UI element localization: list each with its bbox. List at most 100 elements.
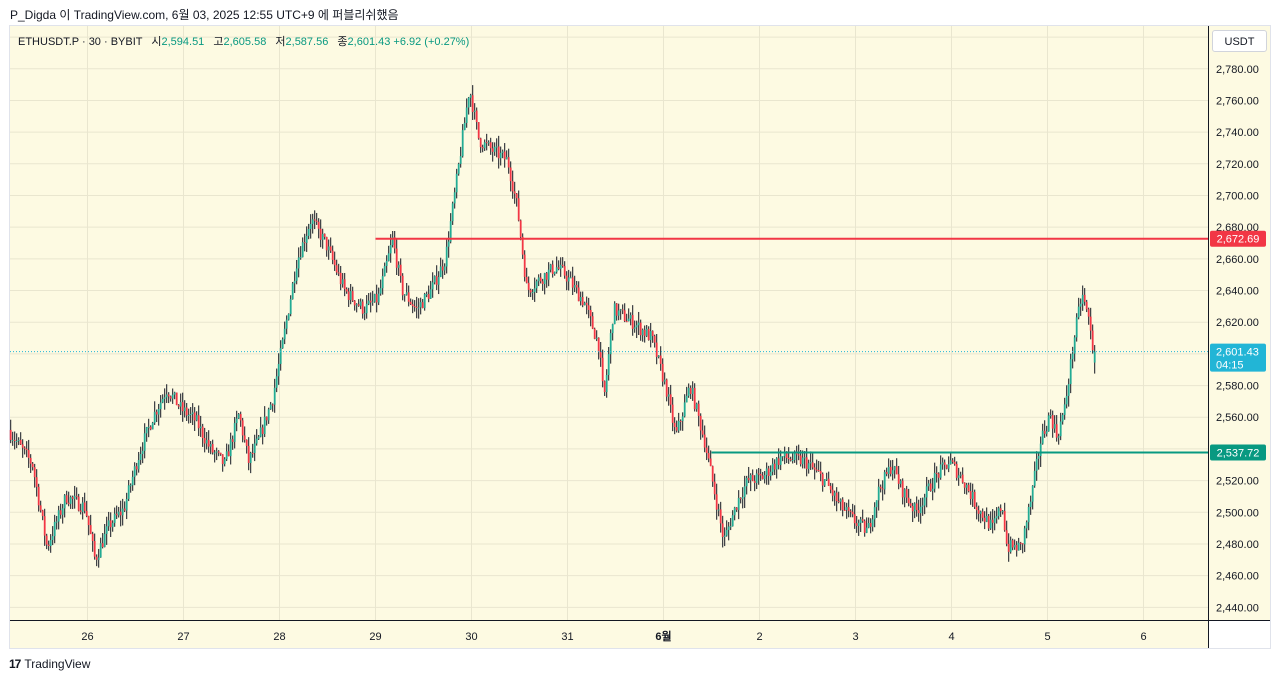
candle-body: [745, 477, 748, 487]
time-tick-label: 30: [465, 631, 477, 643]
candle-body: [603, 381, 606, 393]
candle-body: [497, 146, 500, 159]
candle-body: [455, 173, 458, 193]
candle-body: [361, 301, 364, 314]
candle-body: [1001, 510, 1004, 512]
candle-body: [557, 267, 560, 269]
candle-body: [449, 221, 452, 242]
candle-body: [1069, 359, 1072, 385]
candle-body: [663, 379, 666, 382]
candle-body: [831, 489, 834, 496]
candle-body: [789, 459, 792, 461]
candle-body: [221, 454, 224, 465]
candle-body: [667, 394, 670, 397]
price-tick-label: 2,560.00: [1216, 412, 1259, 424]
open-label: 시: [151, 36, 162, 48]
candle-body: [451, 203, 454, 222]
candle-body: [609, 333, 612, 355]
candle-body: [719, 509, 722, 524]
candle-body: [733, 507, 736, 516]
tradingview-logo[interactable]: 17 TradingView: [9, 657, 90, 671]
candle-body: [631, 315, 634, 329]
candle-body: [1065, 395, 1068, 405]
candle-body: [783, 451, 786, 457]
candle-body: [1071, 353, 1074, 360]
candle-body: [143, 433, 146, 451]
candle-body: [187, 414, 190, 416]
candle-body: [317, 221, 320, 229]
candle-body: [43, 516, 46, 536]
candle-body: [1009, 540, 1012, 552]
candle-body: [1003, 510, 1006, 531]
candle-body: [207, 439, 210, 447]
candle-body: [863, 520, 866, 533]
candle-body: [83, 502, 86, 511]
candle-body: [389, 245, 392, 254]
candle-body: [341, 279, 344, 285]
candle-body: [637, 322, 640, 326]
currency-button[interactable]: USDT: [1212, 30, 1267, 52]
candle-body: [805, 457, 808, 469]
candle-body: [513, 191, 516, 194]
price-axis[interactable]: [1209, 26, 1270, 620]
candle-body: [983, 517, 986, 522]
candle-body: [213, 452, 216, 454]
candle-body: [415, 306, 418, 308]
candle-body: [159, 402, 162, 410]
candle-body: [945, 464, 948, 469]
candle-body: [665, 379, 668, 397]
candle-body: [315, 220, 318, 222]
candle-body: [519, 220, 522, 237]
candle-body: [245, 439, 248, 446]
candle-body: [535, 281, 538, 289]
price-tick-label: 2,640.00: [1216, 286, 1259, 298]
candle-body: [581, 297, 584, 306]
candle-body: [799, 455, 802, 465]
candle-body: [349, 291, 352, 300]
grid-layer: [10, 26, 1208, 620]
candle-body: [487, 142, 490, 144]
candle-body: [1083, 294, 1086, 302]
candle-body: [989, 519, 992, 529]
candle-body: [517, 198, 520, 221]
candle-body: [715, 494, 718, 510]
candle-body: [779, 456, 782, 465]
candle-body: [323, 233, 326, 238]
level-lines-layer: [10, 237, 1208, 454]
candle-body: [811, 462, 814, 468]
candle-body: [501, 151, 504, 153]
candle-body: [723, 535, 726, 538]
candle-body: [693, 387, 696, 410]
candle-body: [521, 236, 524, 255]
candle-body: [911, 505, 914, 512]
candle-body: [499, 152, 502, 159]
candle-body: [483, 142, 486, 149]
candle-body: [1017, 542, 1020, 551]
candle-body: [351, 291, 354, 301]
candle-body: [1007, 543, 1010, 552]
candle-body: [841, 499, 844, 510]
symbol-label[interactable]: ETHUSDT.P · 30 · BYBIT: [18, 36, 143, 48]
candle-body: [543, 273, 546, 284]
candle-body: [31, 463, 34, 468]
price-tick-label: 2,480.00: [1216, 539, 1259, 551]
candle-body: [329, 246, 332, 251]
candle-body: [997, 508, 1000, 517]
candle-body: [379, 288, 382, 294]
candle-body: [1059, 421, 1062, 437]
candle-body: [155, 411, 158, 415]
candle-body: [463, 122, 466, 131]
time-tick-label: 6월: [655, 629, 671, 643]
candle-body: [703, 434, 706, 448]
candle-body: [93, 541, 96, 557]
candle-body: [861, 519, 864, 521]
candle-body: [791, 459, 794, 461]
price-tick-label: 2,620.00: [1216, 317, 1259, 329]
candle-body: [691, 387, 694, 394]
time-axis[interactable]: [10, 621, 1208, 648]
plot-area[interactable]: [10, 26, 1208, 620]
candle-body: [65, 495, 68, 503]
candle-body: [595, 337, 598, 339]
candle-body: [327, 246, 330, 251]
